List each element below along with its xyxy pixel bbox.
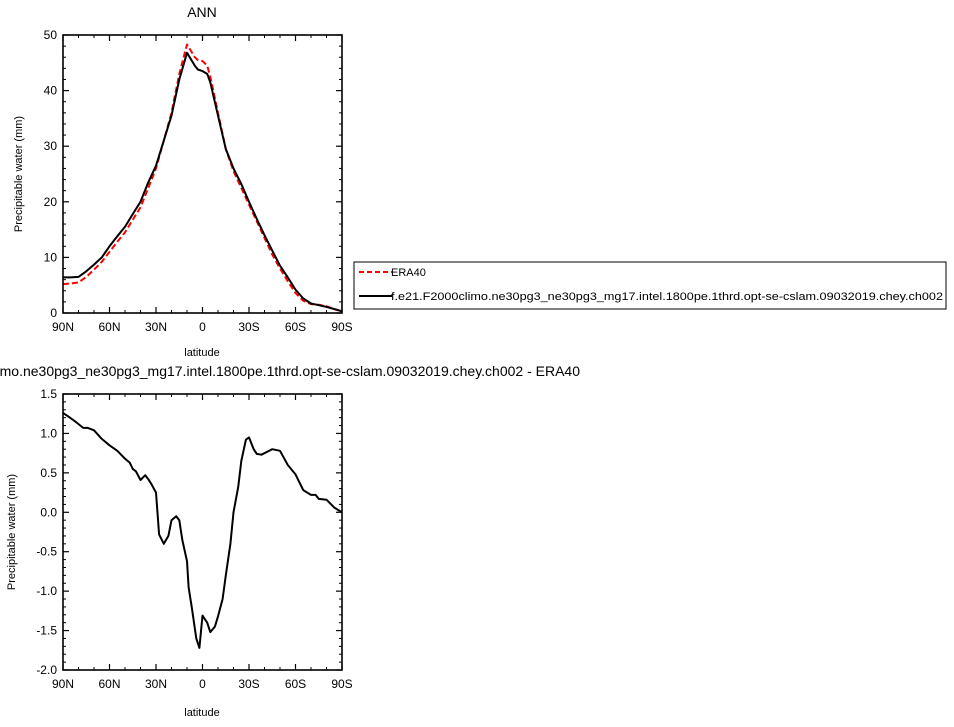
legend: ERA40 f.e21.F2000climo.ne30pg3_ne30pg3_m… [353,261,947,310]
p1-xtick-label-6: 90S [331,320,352,334]
p2-xtick-label-0: 90N [52,677,74,691]
p1-xtick-label-5: 60S [285,320,306,334]
panel-annual-mean: ANN 90N 60N 30N 0 30S 60S 90S 0 10 20 30 40 50 latit… [13,4,353,359]
panel2-ticks [62,393,343,671]
p2-ytick-label-3: -0.5 [36,545,57,559]
panel2-title: f.e21.F2000climo.ne30pg3_ne30pg3_mg17.in… [0,363,580,379]
p1-series-line-1 [63,51,343,313]
p2-ytick-label-5: 0.5 [40,466,57,480]
p2-xtick-label-2: 30N [145,677,167,691]
panel1-series [62,43,343,313]
p2-xtick-label-4: 30S [238,677,259,691]
p1-ytick-label-4: 40 [44,84,58,98]
p1-ytick-label-2: 20 [44,195,58,209]
legend-label-model: f.e21.F2000climo.ne30pg3_ne30pg3_mg17.in… [391,291,943,303]
panel2-xlabel: latitude [184,707,219,719]
p1-xtick-label-0: 90N [52,320,74,334]
p2-ytick-label-4: 0.0 [40,505,57,519]
p2-ytick-label-1: -1.5 [36,624,57,638]
p1-xtick-label-1: 60N [98,320,120,334]
p2-ytick-label-2: -1.0 [36,584,57,598]
legend-box [353,261,947,310]
panel1-ylabel: Precipitable water (mm) [13,116,25,232]
panel-difference: f.e21.F2000climo.ne30pg3_ne30pg3_mg17.in… [0,363,580,719]
p1-ytick-label-5: 50 [44,28,58,42]
p1-xtick-label-3: 0 [199,320,206,334]
p1-xtick-label-4: 30S [238,320,259,334]
p2-ytick-label-0: -2.0 [36,663,57,677]
p1-ytick-label-3: 30 [44,139,58,153]
p2-series-line-0 [62,412,343,649]
p1-xtick-label-2: 30N [145,320,167,334]
panel1-ticks [62,34,343,314]
p1-ytick-label-1: 10 [44,250,58,264]
p2-xtick-label-6: 90S [331,677,352,691]
panel1-tick-labels: 90N 60N 30N 0 30S 60S 90S 0 10 20 30 40 50 [44,28,353,334]
panel2-tick-labels: 90N 60N 30N 0 30S 60S 90S -2.0 -1.5 -1.0 -0.5 0.0 0.… [36,387,352,691]
p2-xtick-label-3: 0 [199,677,206,691]
panel1-title: ANN [187,4,217,20]
legend-label-era40: ERA40 [391,267,426,279]
p2-xtick-label-1: 60N [98,677,120,691]
p1-series-line-0 [62,43,343,313]
panel2-ylabel: Precipitable water (mm) [6,474,18,590]
panel2-frame [62,393,343,671]
panel2-series [62,412,343,649]
panel1-frame [62,34,343,314]
p2-ytick-label-6: 1.0 [40,426,57,440]
p1-ytick-label-0: 0 [50,306,57,320]
p2-xtick-label-5: 60S [285,677,306,691]
panel1-xlabel: latitude [184,347,219,359]
p2-ytick-label-7: 1.5 [40,387,57,401]
